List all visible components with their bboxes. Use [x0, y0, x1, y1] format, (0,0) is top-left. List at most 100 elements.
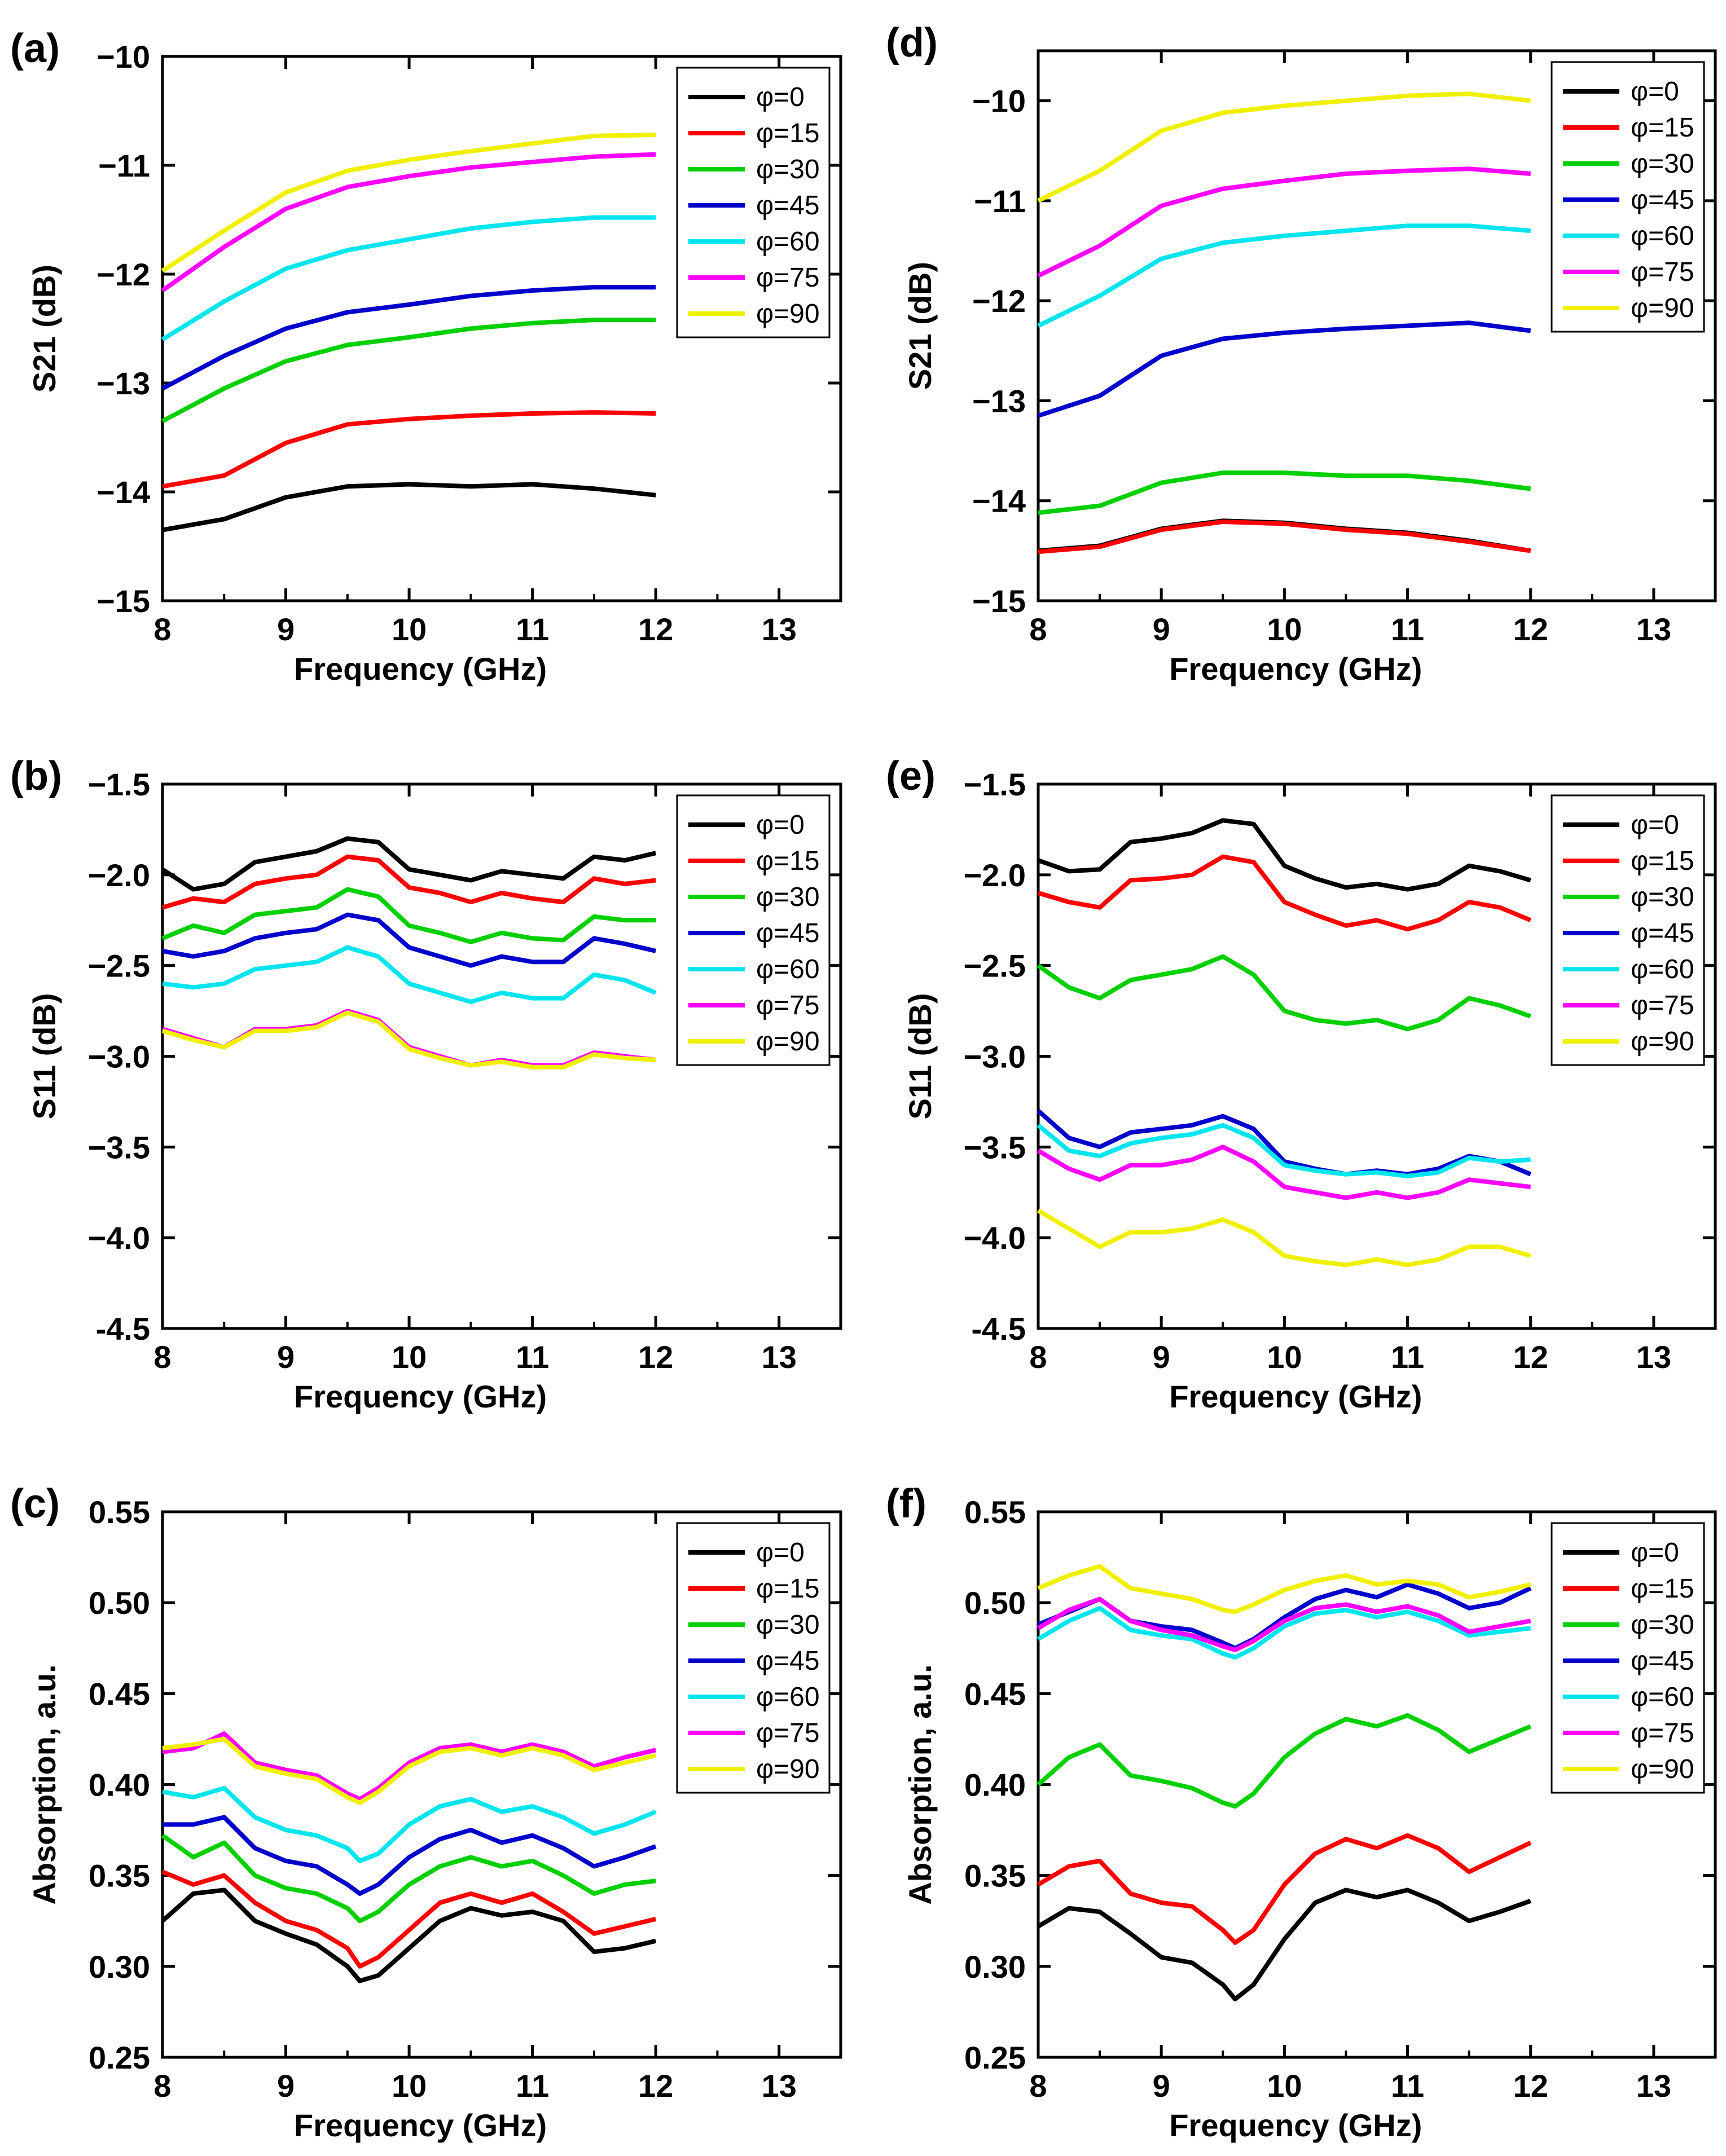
legend-label: φ=60: [1631, 954, 1694, 984]
y-tick-label: −14: [972, 483, 1026, 519]
series-line-1: [162, 410, 656, 489]
y-tick-label: −12: [96, 257, 150, 292]
series-line-3: [161, 285, 656, 391]
x-tick-label: 9: [1153, 1339, 1170, 1375]
y-tick-label: 0.50: [964, 1585, 1026, 1621]
y-tick-label: −2.0: [963, 857, 1026, 893]
y-axis-label: S21 (dB): [27, 265, 62, 393]
legend-label: φ=0: [756, 82, 805, 112]
legend-label: φ=60: [756, 227, 820, 257]
y-axis-label: S11 (dB): [902, 993, 938, 1119]
series-line-0: [162, 482, 656, 533]
chart-panel-b: 8 9 10 11 12 13 -4.5 −4.0 −3.5 −3.0 −2.5 −2.0 −1.5 Fr…: [10, 754, 842, 1414]
series-line-5: [162, 1731, 657, 1802]
x-axis-label: Frequency (GHz): [294, 1379, 547, 1414]
series-line-6: [1037, 1208, 1531, 1268]
y-tick-label: 0.40: [89, 1767, 150, 1803]
x-tick-label: 11: [516, 611, 549, 647]
series-line-6: [162, 1736, 657, 1805]
y-tick-label: −3.5: [87, 1129, 150, 1165]
y-tick-label: −10: [972, 83, 1026, 119]
y-tick-label: 0.25: [89, 2040, 150, 2075]
x-tick-label: 12: [638, 611, 673, 647]
legend-label: φ=30: [1631, 1610, 1694, 1640]
x-tick-label: 9: [1153, 611, 1170, 647]
legend-label: φ=30: [1631, 149, 1694, 179]
legend-box: [676, 67, 831, 338]
x-tick-label: 9: [277, 2068, 295, 2104]
x-tick-label: 12: [638, 1339, 673, 1375]
y-tick-label: 0.25: [964, 2040, 1026, 2075]
legend-label: φ=45: [1631, 1646, 1694, 1676]
y-tick-label: -4.5: [96, 1311, 151, 1347]
series-line-2: [1038, 470, 1531, 515]
x-tick-label: 10: [392, 1339, 427, 1375]
y-tick-label: −13: [96, 366, 150, 401]
y-tick-label: −15: [972, 583, 1026, 619]
series-line-3: [162, 912, 657, 968]
panel-label: (c): [10, 1481, 60, 1526]
series-line-2: [161, 887, 656, 944]
legend-label: φ=0: [1631, 810, 1679, 840]
x-tick-label: 8: [153, 611, 171, 647]
legend-label: φ=0: [1631, 77, 1679, 107]
panel-label: (b): [10, 754, 62, 799]
legend-box: [1551, 794, 1705, 1066]
legend-label: φ=30: [756, 1610, 820, 1640]
legend-label: φ=30: [756, 882, 820, 912]
y-tick-label: −12: [972, 283, 1026, 319]
series-line-2: [1037, 1713, 1532, 1809]
y-axis-label: S21 (dB): [902, 262, 938, 390]
x-tick-label: 13: [762, 2068, 797, 2104]
chart-panel-e: 8 9 10 11 12 13 -4.5 −4.0 −3.5 −3.0 −2.5 −2.0 −1.5 Fr…: [886, 754, 1717, 1414]
x-tick-label: 11: [516, 2068, 549, 2104]
y-tick-label: −4.0: [963, 1220, 1026, 1256]
legend-label: φ=45: [1631, 918, 1694, 948]
x-axis-label: Frequency (GHz): [294, 2107, 547, 2143]
y-tick-label: −10: [96, 39, 150, 74]
y-tick-label: −2.5: [963, 948, 1026, 984]
legend-label: φ=75: [1631, 1718, 1694, 1748]
legend-label: φ=45: [756, 1646, 820, 1676]
legend-label: φ=75: [756, 263, 820, 293]
y-tick-label: −3.0: [963, 1039, 1026, 1075]
y-tick-label: −2.5: [87, 948, 150, 984]
series-line-5: [161, 152, 656, 293]
y-axis-label: Absorption, a.u.: [902, 1664, 938, 1904]
legend-label: φ=90: [1631, 1027, 1694, 1057]
legend-label: φ=75: [1631, 257, 1694, 287]
x-tick-label: 8: [1029, 1339, 1047, 1375]
plot-frame: [161, 55, 842, 602]
panel-label: (e): [886, 754, 936, 799]
y-tick-label: 0.35: [89, 1858, 150, 1894]
series-line-2: [161, 318, 656, 424]
series-line-4: [1037, 223, 1531, 328]
x-tick-label: 8: [153, 2068, 171, 2104]
legend-label: φ=45: [756, 191, 820, 221]
y-tick-label: −3.5: [963, 1129, 1026, 1165]
x-tick-label: 10: [1267, 611, 1302, 647]
legend-box: [676, 1522, 831, 1794]
series-line-0: [1037, 1887, 1532, 2001]
series-line-5: [1037, 1145, 1531, 1200]
x-tick-label: 11: [516, 1339, 549, 1375]
y-tick-label: 0.30: [964, 1949, 1026, 1985]
x-tick-label: 8: [1029, 611, 1047, 647]
legend-label: φ=15: [1631, 846, 1694, 876]
panel-label: (d): [886, 20, 938, 65]
x-axis-label: Frequency (GHz): [1169, 1379, 1422, 1414]
y-tick-label: 0.35: [964, 1858, 1026, 1894]
legend-label: φ=90: [756, 299, 820, 329]
x-tick-label: 13: [1636, 1339, 1671, 1375]
series-line-2: [161, 1833, 656, 1924]
x-axis-label: Frequency (GHz): [1169, 2107, 1422, 2143]
series-line-1: [161, 1869, 657, 1969]
legend-label: φ=0: [756, 810, 805, 840]
series-line-3: [1037, 1109, 1532, 1177]
x-tick-label: 11: [1391, 2068, 1424, 2104]
x-tick-label: 9: [277, 611, 295, 647]
legend-label: φ=90: [1631, 293, 1694, 323]
series-line-4: [161, 215, 656, 342]
x-tick-label: 11: [1391, 1339, 1424, 1375]
series-line-5: [1037, 166, 1531, 278]
